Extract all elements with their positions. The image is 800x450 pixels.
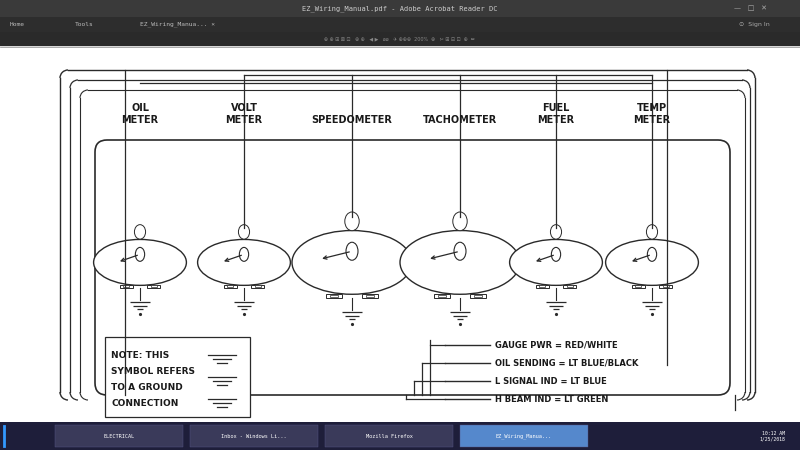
Bar [0, 32, 800, 46]
Bar [0, 0, 800, 17]
Bar [330, 295, 338, 297]
Text: TACHOMETER: TACHOMETER [423, 115, 497, 125]
Ellipse shape [292, 230, 412, 294]
Text: H BEAM IND = LT GREEN: H BEAM IND = LT GREEN [495, 395, 608, 404]
Text: ⊙  Sign In: ⊙ Sign In [739, 22, 770, 27]
Text: GAUGE PWR = RED/WHITE: GAUGE PWR = RED/WHITE [495, 341, 618, 350]
Bar [254, 285, 261, 287]
Ellipse shape [551, 248, 561, 261]
Ellipse shape [454, 242, 466, 260]
Text: CONNECTION: CONNECTION [111, 399, 178, 408]
Bar [251, 285, 265, 288]
Text: Home: Home [10, 22, 25, 27]
Bar [190, 425, 318, 447]
Ellipse shape [647, 248, 657, 261]
Text: L SIGNAL IND = LT BLUE: L SIGNAL IND = LT BLUE [495, 377, 606, 386]
Text: NOTE: THIS: NOTE: THIS [111, 351, 170, 360]
Bar [223, 285, 237, 288]
Bar [362, 294, 378, 298]
Ellipse shape [345, 212, 359, 231]
Bar [434, 294, 450, 298]
Bar [325, 425, 453, 447]
Text: ELECTRICAL: ELECTRICAL [103, 433, 134, 438]
Text: Tools: Tools [75, 22, 94, 27]
Text: OIL
METER: OIL METER [122, 104, 158, 125]
Bar [150, 285, 157, 287]
Bar [539, 285, 546, 287]
Text: 10:12 AM
1/25/2018: 10:12 AM 1/25/2018 [759, 431, 785, 441]
Bar [147, 285, 161, 288]
Bar [535, 285, 549, 288]
Bar [123, 285, 130, 287]
Ellipse shape [238, 225, 250, 239]
Bar [566, 285, 573, 287]
Bar [326, 294, 342, 298]
Text: VOLT
METER: VOLT METER [226, 104, 262, 125]
Text: ⊕ ⊕ ⊞ ⊠ ⊡   ⊕ ⊕   ◀ ▶   ⌀⌀   ✈ ⊕⊕⊕  200%  ⊕   ✂ ⊞ ⊟ ⊡  ⊕  ✏: ⊕ ⊕ ⊞ ⊠ ⊡ ⊕ ⊕ ◀ ▶ ⌀⌀ ✈ ⊕⊕⊕ 200% ⊕ ✂ ⊞ ⊟ … [325, 36, 475, 41]
Ellipse shape [134, 225, 146, 239]
Bar [0, 17, 800, 32]
Ellipse shape [135, 248, 145, 261]
Text: —   □   ✕: — □ ✕ [734, 5, 766, 12]
Bar [474, 295, 482, 297]
Ellipse shape [239, 248, 249, 261]
Ellipse shape [94, 239, 186, 285]
Bar [0, 422, 800, 450]
Text: OIL SENDING = LT BLUE/BLACK: OIL SENDING = LT BLUE/BLACK [495, 359, 638, 368]
Ellipse shape [606, 239, 698, 285]
Bar [55, 425, 183, 447]
Bar [635, 285, 642, 287]
Ellipse shape [453, 212, 467, 231]
Ellipse shape [646, 225, 658, 239]
Bar [662, 285, 669, 287]
Bar [563, 285, 577, 288]
Text: Mozilla Firefox: Mozilla Firefox [366, 433, 413, 438]
Bar [659, 285, 673, 288]
Text: TEMP
METER: TEMP METER [634, 104, 670, 125]
Text: EZ_Wiring_Manua... ×: EZ_Wiring_Manua... × [140, 22, 215, 27]
Text: EZ_Wiring_Manua...: EZ_Wiring_Manua... [496, 433, 552, 439]
Bar [438, 295, 446, 297]
Ellipse shape [400, 230, 520, 294]
Text: FUEL
METER: FUEL METER [538, 104, 574, 125]
Bar [460, 425, 588, 447]
Bar [631, 285, 645, 288]
Ellipse shape [510, 239, 602, 285]
Text: Inbox - Windows Li...: Inbox - Windows Li... [221, 433, 287, 438]
Bar [227, 285, 234, 287]
Bar [119, 285, 133, 288]
Bar [105, 337, 250, 417]
Bar [366, 295, 374, 297]
Bar [0, 47, 800, 422]
Text: SPEEDOMETER: SPEEDOMETER [311, 115, 393, 125]
Ellipse shape [550, 225, 562, 239]
Text: SYMBOL REFERS: SYMBOL REFERS [111, 367, 195, 376]
Text: TO A GROUND: TO A GROUND [111, 383, 182, 392]
Ellipse shape [346, 242, 358, 260]
Bar [470, 294, 486, 298]
Ellipse shape [198, 239, 290, 285]
Text: EZ_Wiring_Manual.pdf - Adobe Acrobat Reader DC: EZ_Wiring_Manual.pdf - Adobe Acrobat Rea… [302, 5, 498, 12]
